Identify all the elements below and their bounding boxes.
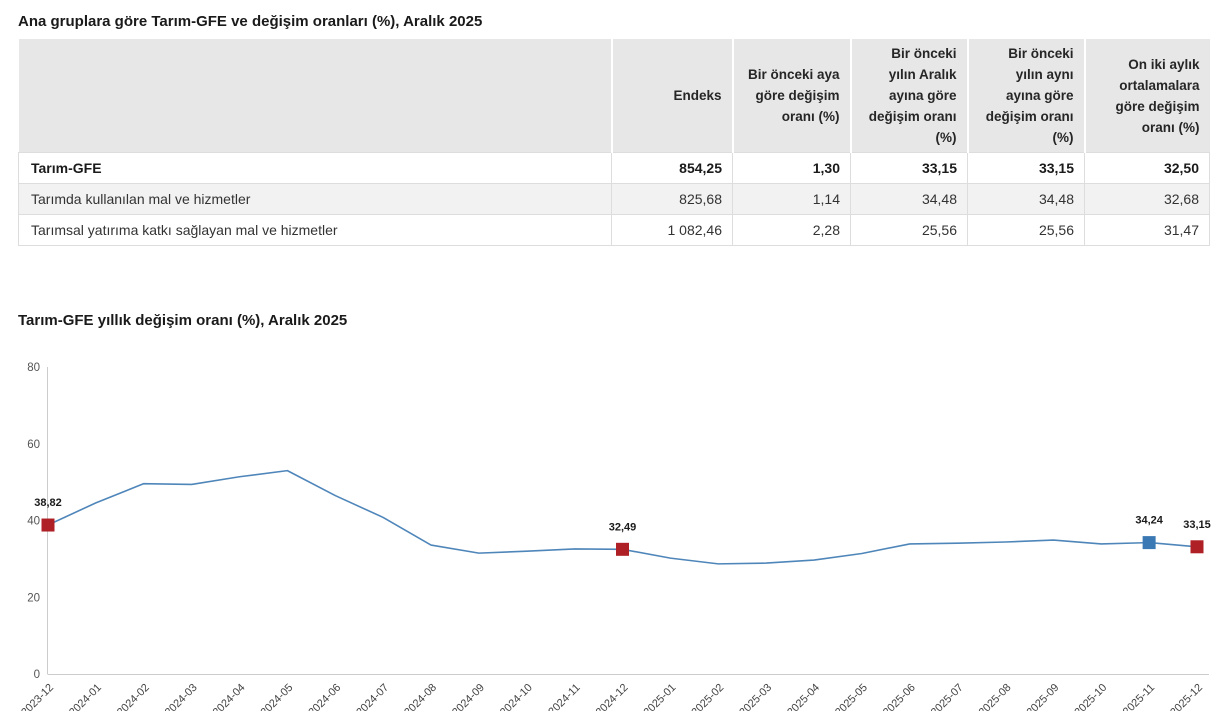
x-tick-label: 2025-09: [1024, 682, 1061, 711]
cell-monthly-change: 1,30: [732, 152, 851, 184]
x-tick-label: 2025-11: [1121, 682, 1157, 711]
table-row: Tarımda kullanılan mal ve hizmetler 825,…: [18, 183, 1210, 215]
x-tick-label: 2025-03: [737, 682, 774, 711]
data-point-label-2025-12: 33,15: [1183, 519, 1211, 531]
table-title: Ana gruplara göre Tarım-GFE ve değişim o…: [18, 13, 483, 30]
x-tick-label: 2024-03: [163, 682, 200, 711]
x-tick-label: 2024-02: [115, 682, 152, 711]
x-tick-label: 2025-07: [929, 682, 966, 711]
y-tick-label: 0: [34, 669, 40, 681]
x-tick-label: 2025-04: [785, 682, 822, 711]
x-tick-label: 2024-09: [450, 682, 487, 711]
cell-index: 825,68: [611, 183, 733, 215]
col-header-index: Endeks: [610, 39, 733, 153]
data-point-marker-2025-11: [1142, 536, 1156, 550]
col-header-monthly-change: Bir önceki aya göre değişim oranı (%): [731, 39, 851, 153]
data-point-marker-2024-12: [616, 542, 629, 556]
cell-monthly-change: 2,28: [732, 214, 851, 246]
x-tick-label: 2024-05: [258, 682, 295, 711]
cell-dec-change: 34,48: [850, 183, 968, 215]
cell-yoy-change: 34,48: [967, 183, 1085, 215]
table-header-row: Endeks Bir önceki aya göre değişim oranı…: [18, 39, 1210, 153]
x-tick-label: 2025-06: [881, 682, 918, 711]
annual-change-line-chart: 0 20 40 60 80 2023-12 2024-01 2024-02 2024-03 202…: [19, 362, 1211, 711]
data-point-marker-2023-12: [41, 518, 55, 532]
table-row: Tarım-GFE 854,25 1,30 33,15 33,15 32,50: [18, 152, 1210, 184]
y-tick-label: 40: [27, 516, 40, 528]
col-header-12m-avg-change: On iki aylık ortalamalara göre değişim o…: [1083, 39, 1210, 153]
main-groups-table: Endeks Bir önceki aya göre değişim oranı…: [18, 39, 1210, 246]
row-label: Tarımda kullanılan mal ve hizmetler: [18, 183, 612, 215]
x-tick-label: 2025-01: [641, 682, 678, 711]
col-header-dec-change: Bir önceki yılın Aralık ayına göre değiş…: [849, 39, 968, 153]
data-point-marker-2025-12: [1190, 540, 1204, 554]
x-tick-label: 2025-02: [689, 682, 726, 711]
x-tick-label: 2023-12: [19, 682, 56, 711]
cell-yoy-change: 25,56: [967, 214, 1085, 246]
x-tick-label: 2025-08: [977, 682, 1014, 711]
x-tick-label: 2024-11: [546, 682, 582, 711]
cell-12m-avg-change: 32,68: [1084, 183, 1210, 215]
col-header-yoy-change: Bir önceki yılın aynı ayına göre değişim…: [966, 39, 1085, 153]
cell-yoy-change: 33,15: [967, 152, 1085, 184]
x-tick-label: 2024-12: [594, 682, 631, 711]
x-tick-label: 2024-04: [211, 682, 248, 711]
x-tick-label: 2024-10: [498, 682, 535, 711]
x-tick-label: 2025-10: [1072, 682, 1109, 711]
data-point-label-2023-12: 38,82: [34, 497, 62, 509]
data-point-label-2025-11: 34,24: [1135, 515, 1163, 527]
cell-dec-change: 25,56: [850, 214, 968, 246]
y-tick-label: 60: [27, 439, 40, 451]
y-tick-label: 80: [27, 362, 40, 374]
y-tick-label: 20: [27, 592, 40, 604]
cell-dec-change: 33,15: [850, 152, 968, 184]
x-tick-label: 2025-05: [833, 682, 870, 711]
cell-12m-avg-change: 32,50: [1084, 152, 1210, 184]
cell-index: 854,25: [611, 152, 733, 184]
x-tick-label: 2025-12: [1168, 682, 1205, 711]
x-tick-label: 2024-06: [306, 682, 343, 711]
table-row: Tarımsal yatırıma katkı sağlayan mal ve …: [18, 214, 1210, 246]
x-tick-label: 2024-07: [354, 682, 391, 711]
x-tick-label: 2024-01: [67, 682, 104, 711]
chart-title: Tarım-GFE yıllık değişim oranı (%), Aral…: [18, 312, 348, 329]
cell-index: 1 082,46: [611, 214, 733, 246]
data-point-label-2024-12: 32,49: [609, 521, 637, 533]
cell-monthly-change: 1,14: [732, 183, 851, 215]
col-header-group: [18, 39, 612, 153]
x-tick-label: 2024-08: [402, 682, 439, 711]
row-label: Tarımsal yatırıma katkı sağlayan mal ve …: [18, 214, 612, 246]
row-label: Tarım-GFE: [18, 152, 612, 184]
cell-12m-avg-change: 31,47: [1084, 214, 1210, 246]
